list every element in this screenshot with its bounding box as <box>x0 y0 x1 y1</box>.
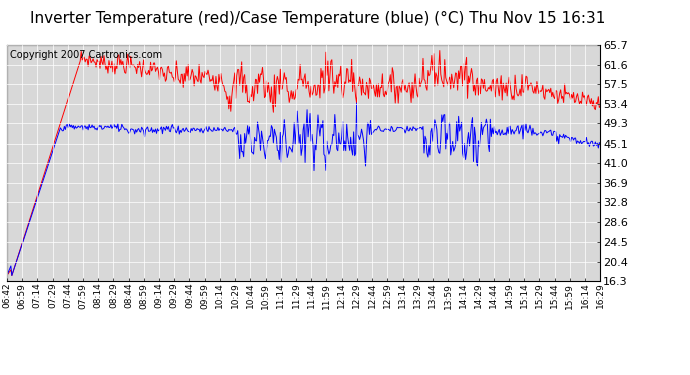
Text: Copyright 2007 Cartronics.com: Copyright 2007 Cartronics.com <box>10 50 162 60</box>
Text: Inverter Temperature (red)/Case Temperature (blue) (°C) Thu Nov 15 16:31: Inverter Temperature (red)/Case Temperat… <box>30 11 605 26</box>
